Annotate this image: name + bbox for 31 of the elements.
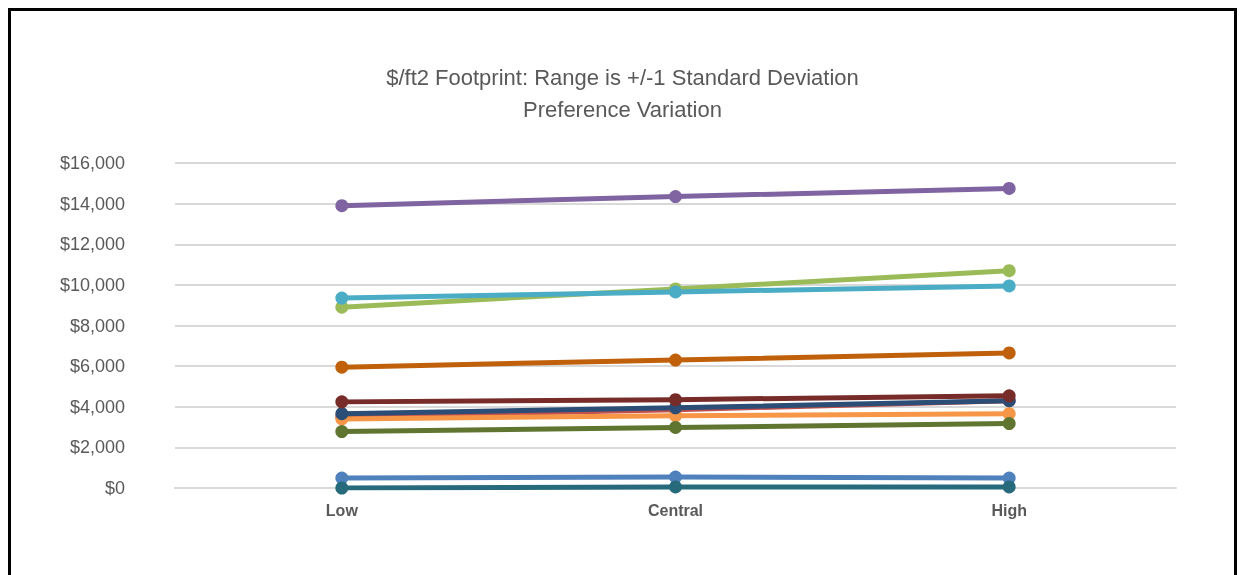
point xyxy=(669,480,682,494)
y-tick-label: $10,000 xyxy=(59,274,125,295)
point xyxy=(335,291,349,305)
point xyxy=(1002,389,1016,403)
point xyxy=(335,360,349,374)
y-tick-label: $8,000 xyxy=(69,315,125,336)
y-tick-label: $4,000 xyxy=(69,396,125,417)
point xyxy=(335,199,349,213)
y-tick-label: $16,000 xyxy=(59,153,125,173)
chart-title: $/ft2 Footprint: Range is +/-1 Standard Deviation Preference Variation xyxy=(386,64,859,122)
y-tick-label: $6,000 xyxy=(69,356,125,377)
y-tick-label: $2,000 xyxy=(69,437,125,458)
point xyxy=(1002,279,1016,293)
x-tick-label: High xyxy=(991,501,1027,519)
point xyxy=(669,420,682,434)
x-tick-label: Central xyxy=(647,501,704,519)
point xyxy=(669,353,682,367)
point xyxy=(1002,181,1016,195)
point xyxy=(1002,346,1016,360)
y-tick-label: $14,000 xyxy=(59,193,125,214)
point xyxy=(335,481,349,495)
y-tick-label: $12,000 xyxy=(59,234,125,255)
point xyxy=(669,190,682,204)
x-tick-label: Low xyxy=(325,501,359,519)
point xyxy=(1002,264,1016,278)
y-tick-label: $0 xyxy=(104,478,125,498)
point xyxy=(669,393,682,407)
point xyxy=(1002,417,1016,431)
point xyxy=(335,395,349,409)
point xyxy=(335,425,349,439)
point xyxy=(1002,480,1016,494)
